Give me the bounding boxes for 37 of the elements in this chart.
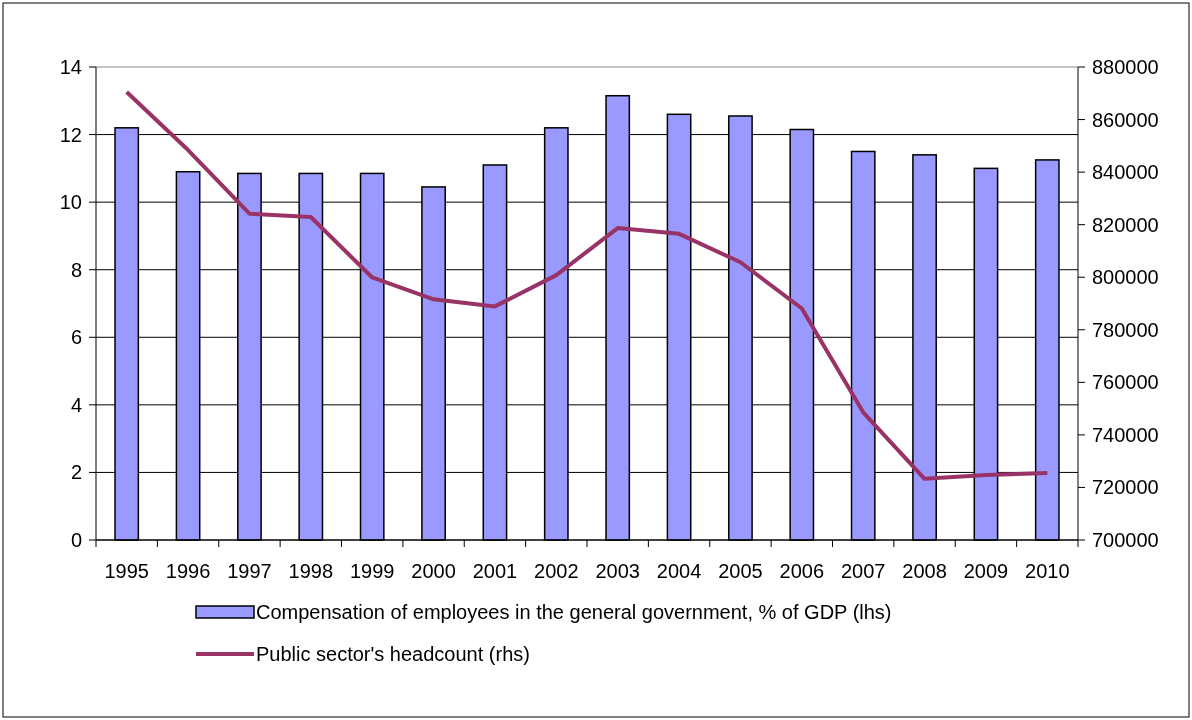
x-tick-label: 2005 (718, 560, 763, 582)
y2-tick-label: 760000 (1092, 371, 1159, 394)
x-tick-label: 2001 (472, 560, 518, 582)
y-tick-label: 12 (59, 123, 82, 146)
y2-tick-label: 700000 (1092, 529, 1159, 551)
x-tick-label: 2000 (411, 560, 456, 582)
x-tick-label: 1999 (349, 560, 395, 582)
x-tick-label: 1995 (104, 560, 149, 582)
y2-tick-label: 800000 (1092, 266, 1159, 289)
y-tick-label: 14 (59, 56, 82, 78)
y2-tick-label: 840000 (1092, 161, 1159, 184)
x-tick-label: 2003 (595, 560, 640, 582)
x-tick-label: 1996 (165, 560, 211, 582)
legend-label: Public sector's headcount (rhs) (256, 643, 530, 665)
y-tick-label: 4 (70, 393, 82, 416)
x-tick-label: 1997 (227, 560, 272, 582)
x-tick-label: 2008 (902, 560, 947, 582)
y2-tick-label: 780000 (1092, 318, 1159, 341)
y-tick-label: 6 (70, 326, 82, 349)
x-tick-label: 2010 (1025, 560, 1070, 582)
y-tick-label: 8 (70, 258, 82, 281)
legend-label: Compensation of employees in the general government, % of GDP (lhs) (256, 601, 892, 623)
y2-tick-label: 720000 (1092, 476, 1159, 499)
y2-tick-label: 860000 (1092, 108, 1159, 131)
y2-tick-label: 820000 (1092, 213, 1159, 236)
x-tick-label: 2002 (534, 560, 579, 582)
x-tick-label: 2004 (656, 560, 702, 582)
x-tick-label: 1998 (288, 560, 334, 582)
y-tick-label: 10 (59, 191, 82, 214)
y-tick-label: 0 (70, 529, 82, 551)
x-tick-label: 2006 (779, 560, 825, 582)
y-tick-label: 2 (70, 461, 82, 484)
line-series (124, 89, 1050, 481)
x-tick-label: 2007 (840, 560, 886, 582)
y2-tick-label: 740000 (1092, 423, 1159, 446)
y2-tick-label: 880000 (1092, 56, 1159, 78)
x-tick-label: 2009 (963, 560, 1009, 582)
